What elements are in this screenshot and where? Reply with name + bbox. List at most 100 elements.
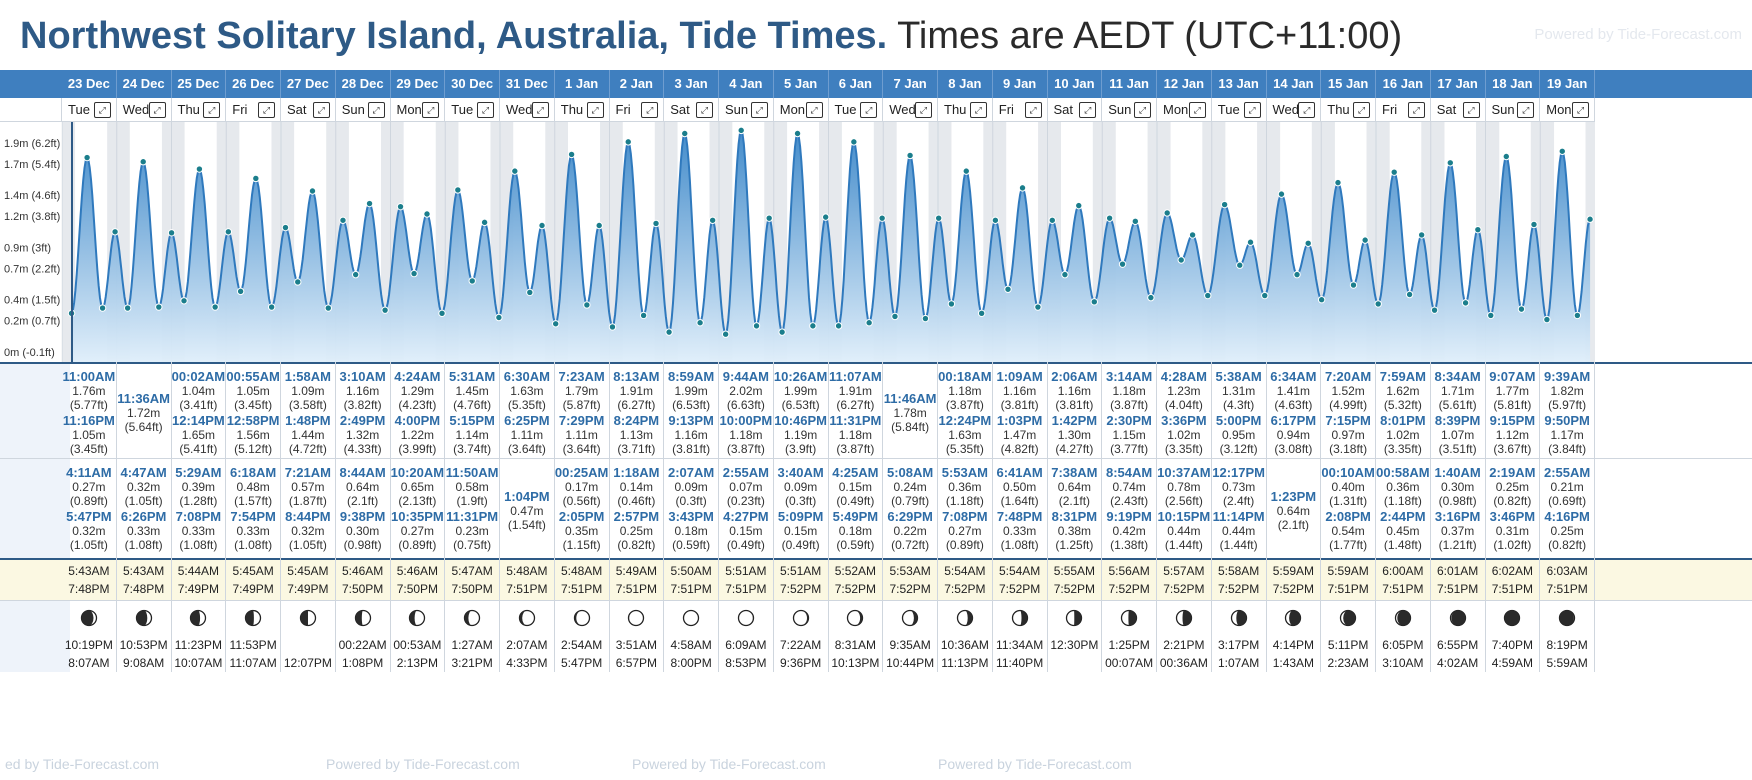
expand-icon[interactable]: ⤢ [1188, 102, 1206, 118]
expand-icon[interactable]: ⤢ [148, 102, 166, 118]
tide-point [583, 301, 591, 309]
tide-point [1048, 216, 1056, 224]
weekday-label: Thu [177, 102, 200, 117]
sunrise-time: 5:47AM [451, 564, 493, 578]
expand-icon[interactable]: ⤢ [860, 102, 878, 118]
high-feet: (5.97ft) [1548, 398, 1587, 412]
low-tide-entry: 7:21AM 0.57m (1.87ft) [281, 466, 335, 509]
tide-point [538, 221, 546, 230]
expand-icon[interactable]: ⤢ [258, 102, 275, 118]
tide-point [737, 126, 745, 135]
y-tick-label: 0.4m (1.5ft) [4, 295, 60, 307]
high-feet: (3.64ft) [507, 442, 546, 456]
tide-point [438, 309, 446, 318]
high-tide-entry: 5:31AM 1.45m (4.76ft) [445, 370, 499, 413]
moon-phase [1102, 609, 1156, 627]
low-meters: 0.09m [674, 480, 708, 494]
tide-point [652, 219, 660, 228]
sunrise-time: 5:53AM [889, 564, 931, 578]
footer-watermark: Powered by Tide-Forecast.com [632, 756, 826, 772]
high-meters: 1.41m [1276, 384, 1311, 398]
low-tide-entry: 9:38PM 0.30m (0.98ft) [336, 510, 390, 553]
high-tide-entry: 11:00AM 1.76m (5.77ft) [62, 370, 116, 413]
moon-phase-icon [1504, 609, 1521, 627]
expand-icon[interactable]: ⤢ [1517, 102, 1535, 118]
moonrise-time: 4:02AM [1436, 656, 1479, 670]
moonrise-time: 00:07AM [1105, 656, 1154, 670]
weekday-label: Tue [1217, 102, 1240, 117]
expand-icon[interactable]: ⤢ [915, 102, 932, 118]
low-tide-entry: 5:47PM 0.32m (1.05ft) [62, 510, 116, 553]
high-time: 12:24PM [938, 413, 992, 428]
sunset-time: 7:51PM [1327, 582, 1369, 596]
high-tide-entry: 8:59AM 1.99m (6.53ft) [664, 370, 718, 413]
moon-phase [1212, 609, 1266, 627]
expand-icon[interactable]: ⤢ [696, 102, 713, 118]
expand-icon[interactable]: ⤢ [422, 102, 440, 118]
expand-icon[interactable]: ⤢ [750, 102, 768, 118]
day-column: 11:36AM 1.72m (5.64ft) 4:47AM 0.32m (1.05ft) 6… [117, 362, 172, 672]
high-time: 3:14AM [1106, 369, 1153, 384]
moon-phase [610, 609, 664, 627]
expand-icon[interactable]: ⤢ [1462, 102, 1480, 118]
sunset-time: 7:52PM [779, 582, 822, 596]
sunset-time: 7:48PM [68, 582, 110, 596]
expand-icon[interactable]: ⤢ [312, 102, 330, 118]
tide-point [1446, 159, 1454, 167]
high-tide-entry: 1:03PM 1.47m (4.82ft) [993, 414, 1047, 457]
high-tide-entry: 6:30AM 1.63m (5.35ft) [500, 370, 554, 413]
high-feet: (3.82ft) [343, 398, 382, 412]
low-meters: 0.50m [1002, 480, 1037, 494]
expand-icon[interactable]: ⤢ [1298, 102, 1316, 118]
expand-icon[interactable]: ⤢ [477, 102, 494, 118]
high-feet: (4.82ft) [1000, 442, 1039, 456]
powered-by-top[interactable]: Powered by Tide-Forecast.com [1534, 26, 1742, 43]
high-meters: 1.07m [1440, 428, 1475, 442]
high-tide-entry: 11:31PM 1.18m (3.87ft) [829, 414, 883, 457]
expand-icon[interactable]: ⤢ [1024, 102, 1042, 118]
low-meters: 0.65m [400, 480, 435, 494]
night-shade [161, 122, 172, 362]
high-feet: (5.64ft) [124, 420, 163, 434]
day-column: 6:34AM 1.41m (4.63ft) 6:17PM 0.94m (3.08ft) 1:… [1267, 362, 1322, 672]
moonrise-time: 10:13PM [831, 656, 880, 670]
expand-icon[interactable]: ⤢ [1243, 102, 1261, 118]
low-tide-entry: 4:25AM 0.15m (0.49ft) [829, 466, 883, 509]
expand-icon[interactable]: ⤢ [367, 102, 385, 118]
expand-icon[interactable]: ⤢ [586, 102, 604, 118]
expand-icon[interactable]: ⤢ [1353, 102, 1370, 118]
low-feet: (1.48ft) [1383, 538, 1422, 552]
expand-icon[interactable]: ⤢ [1134, 102, 1151, 118]
expand-icon[interactable]: ⤢ [1079, 102, 1097, 118]
expand-icon[interactable]: ⤢ [805, 102, 823, 118]
high-tide-entry: 3:14AM 1.18m (3.87ft) [1102, 369, 1156, 413]
expand-icon[interactable]: ⤢ [641, 102, 659, 118]
expand-icon[interactable]: ⤢ [93, 102, 111, 118]
tide-point [1586, 215, 1594, 223]
day-header-cell: Fri ⤢ [609, 98, 665, 122]
tide-point [1105, 214, 1114, 222]
expand-icon[interactable]: ⤢ [203, 102, 221, 118]
tide-point [1374, 300, 1382, 308]
low-tide-entry: 10:35PM 0.27m (0.89ft) [391, 510, 445, 553]
moonset-time: 7:22AM [779, 638, 822, 652]
expand-icon[interactable]: ⤢ [1407, 102, 1425, 118]
high-tide-entry: 2:30PM 1.15m (3.77ft) [1102, 414, 1156, 457]
tide-point [381, 306, 389, 314]
expand-icon[interactable]: ⤢ [531, 102, 549, 118]
moon-phase [1157, 609, 1211, 627]
high-feet: (6.53ft) [672, 398, 711, 412]
low-meters: 0.15m [783, 524, 818, 538]
high-meters: 1.63m [510, 384, 544, 398]
moonset-row-label [0, 636, 70, 652]
moonrise-time: 8:53PM [725, 656, 767, 670]
low-meters: 0.33m [1002, 524, 1037, 538]
expand-icon[interactable]: ⤢ [1572, 102, 1589, 118]
night-shade [1311, 122, 1322, 362]
high-meters: 1.45m [455, 384, 489, 398]
expand-icon[interactable]: ⤢ [969, 102, 987, 118]
low-meters: 0.32m [72, 524, 106, 538]
tide-point [1177, 256, 1185, 264]
moon-phase-icon [792, 609, 809, 627]
tide-point [123, 304, 132, 312]
